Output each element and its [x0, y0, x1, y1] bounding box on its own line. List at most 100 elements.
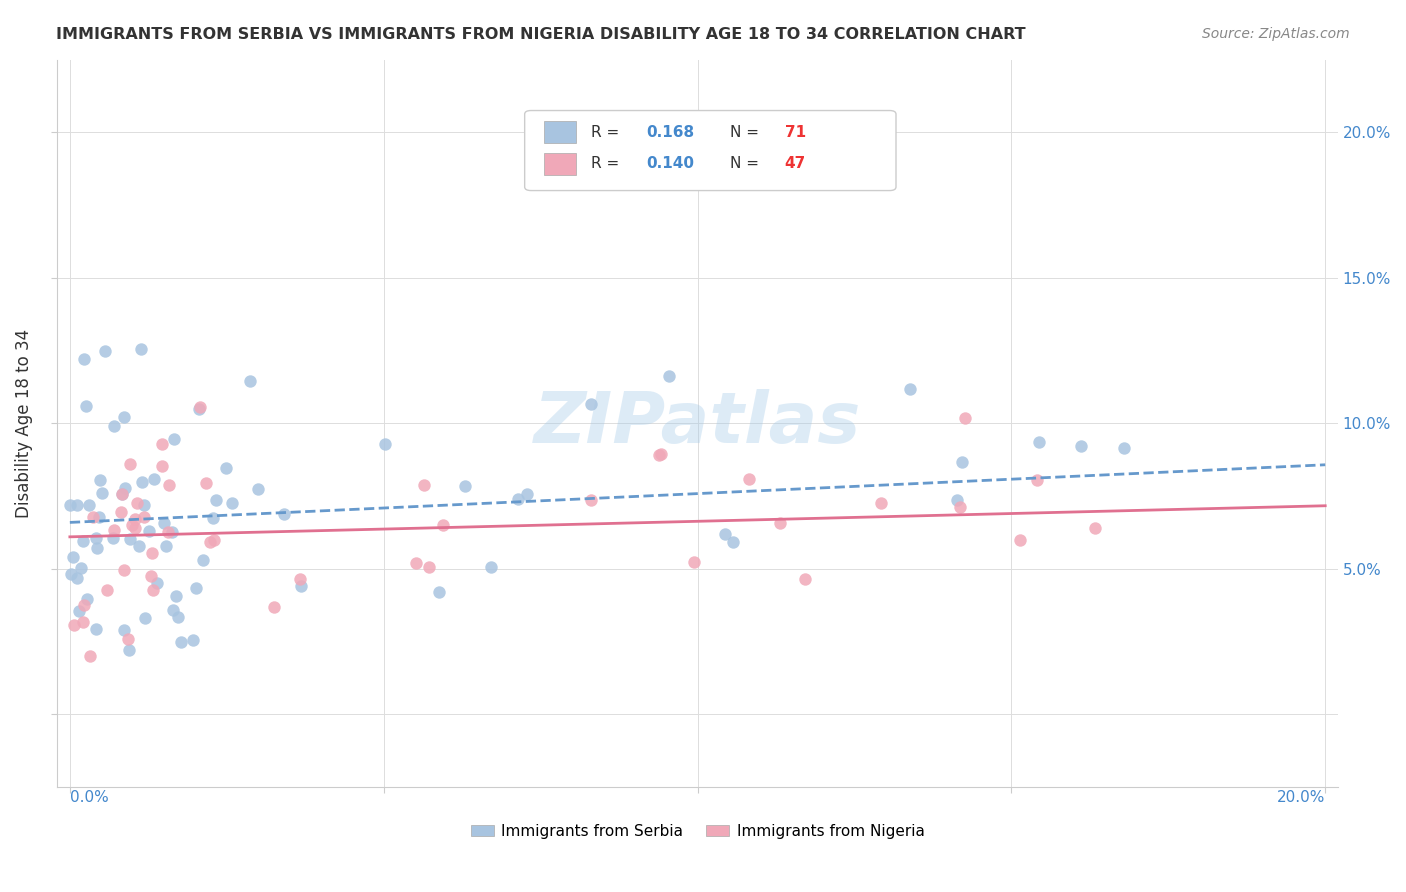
Text: 0.0%: 0.0% — [70, 790, 108, 805]
Point — [87, 509, 110, 524]
Point — [290, 573, 312, 587]
Point — [650, 447, 672, 461]
Point — [96, 582, 118, 597]
Point — [658, 368, 681, 383]
Point — [579, 397, 602, 411]
Text: 0.140: 0.140 — [647, 156, 695, 171]
Point — [721, 535, 744, 549]
Point — [134, 611, 156, 625]
Point — [737, 473, 759, 487]
Point — [432, 517, 454, 532]
Text: N =: N = — [730, 156, 763, 171]
Point — [141, 546, 163, 560]
Point — [950, 455, 973, 469]
Point — [103, 419, 125, 434]
Point — [73, 598, 96, 612]
Point — [953, 411, 976, 425]
Point — [131, 475, 153, 489]
Point — [118, 642, 141, 657]
Point — [870, 496, 893, 510]
Point — [165, 589, 187, 603]
Point — [118, 457, 141, 471]
Point — [132, 509, 155, 524]
Point — [201, 511, 224, 525]
Point — [79, 649, 101, 664]
Point — [63, 617, 86, 632]
Point — [205, 492, 228, 507]
Point — [138, 524, 160, 538]
Point — [374, 437, 396, 451]
Point — [202, 533, 225, 548]
Point — [290, 579, 312, 593]
Point — [508, 491, 530, 506]
Point — [429, 585, 451, 599]
Point — [76, 592, 98, 607]
Point — [111, 487, 134, 501]
Point — [77, 499, 100, 513]
Point — [648, 448, 671, 462]
Point — [198, 535, 221, 549]
Point — [103, 524, 125, 538]
Point — [60, 567, 83, 582]
Point — [190, 400, 212, 414]
Point — [112, 409, 135, 424]
FancyBboxPatch shape — [544, 153, 576, 175]
Point — [181, 633, 204, 648]
Point — [89, 473, 111, 487]
Point — [66, 498, 89, 512]
Point — [146, 575, 169, 590]
Point — [163, 432, 186, 446]
Point — [143, 472, 166, 486]
Point — [70, 561, 93, 575]
Point — [110, 505, 132, 519]
Y-axis label: Disability Age 18 to 34: Disability Age 18 to 34 — [15, 329, 32, 518]
Text: N =: N = — [730, 125, 763, 140]
Text: R =: R = — [592, 125, 624, 140]
Point — [1025, 473, 1047, 487]
Point — [263, 599, 285, 614]
Point — [215, 461, 238, 475]
Point — [110, 487, 132, 501]
Point — [125, 496, 148, 510]
Point — [73, 351, 96, 366]
Point — [184, 581, 207, 595]
Point — [150, 459, 173, 474]
Point — [898, 382, 921, 396]
Point — [82, 509, 104, 524]
Point — [273, 508, 295, 522]
Point — [579, 493, 602, 508]
Point — [247, 482, 270, 496]
Point — [412, 478, 434, 492]
Point — [114, 481, 136, 495]
FancyBboxPatch shape — [524, 111, 896, 191]
Point — [239, 374, 262, 388]
Point — [112, 563, 135, 577]
Text: 0.168: 0.168 — [647, 125, 695, 140]
Point — [221, 496, 243, 510]
Point — [84, 531, 107, 545]
Point — [66, 571, 89, 585]
Point — [1084, 521, 1107, 535]
Point — [128, 539, 150, 553]
Point — [1114, 441, 1136, 455]
Text: R =: R = — [592, 156, 624, 171]
Point — [714, 527, 737, 541]
Point — [62, 550, 84, 565]
Point — [191, 553, 214, 567]
Point — [142, 583, 165, 598]
Point — [155, 539, 177, 553]
Point — [94, 343, 117, 358]
Text: 20.0%: 20.0% — [1277, 790, 1326, 805]
Text: Source: ZipAtlas.com: Source: ZipAtlas.com — [1202, 27, 1350, 41]
Text: 47: 47 — [785, 156, 806, 171]
Point — [516, 487, 538, 501]
Point — [101, 532, 124, 546]
Point — [157, 478, 180, 492]
Point — [479, 559, 502, 574]
Point — [769, 516, 792, 530]
Point — [86, 541, 108, 555]
Point — [72, 533, 94, 548]
Point — [84, 622, 107, 636]
Point — [418, 559, 440, 574]
Point — [170, 635, 193, 649]
